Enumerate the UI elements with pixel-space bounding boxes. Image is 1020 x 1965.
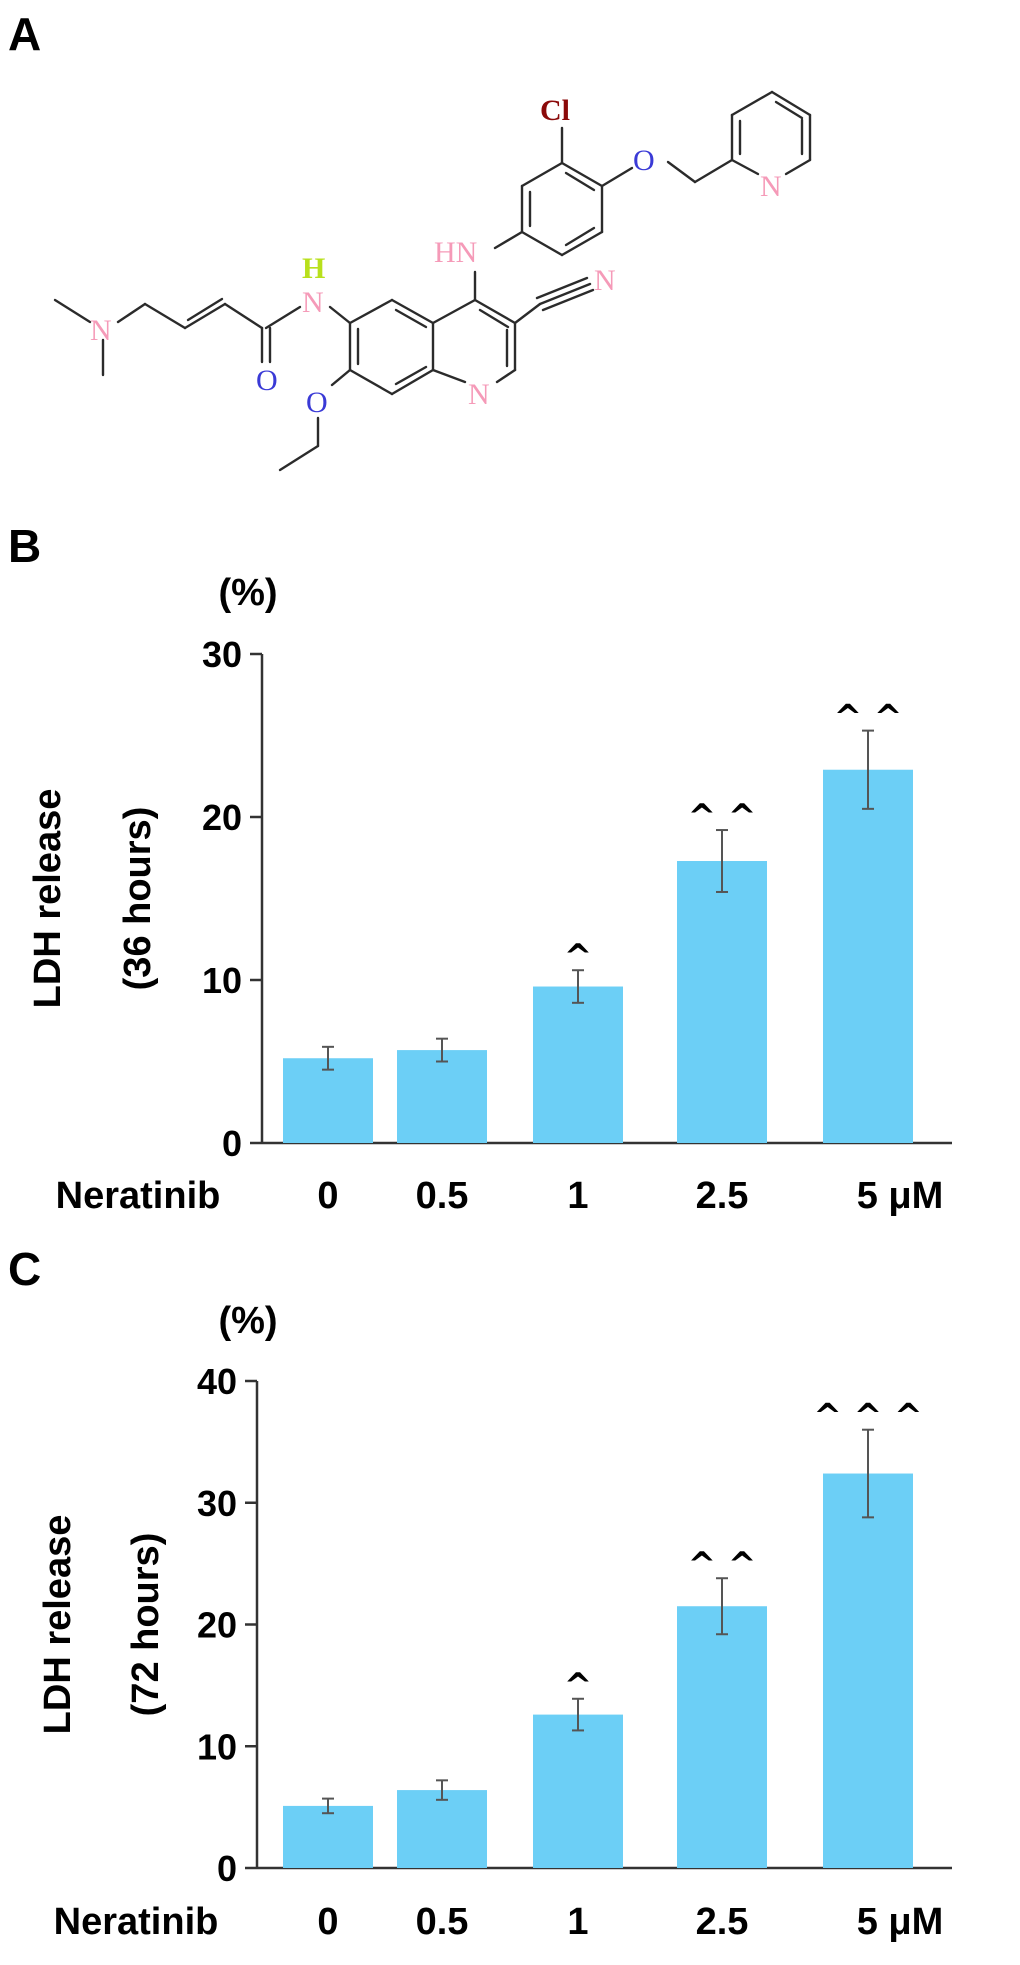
chart-b-ylabel-line1: LDH release — [27, 789, 69, 1009]
chart-b-bar-4 — [823, 769, 913, 1143]
quinoline-nitrogen-atom: N — [468, 378, 490, 411]
panel-b-label: B — [8, 520, 41, 572]
amide-hydrogen-atom: H — [302, 252, 325, 285]
chart-c-category-label-0: 0 — [317, 1901, 338, 1943]
carbonyl-oxygen-atom: O — [256, 364, 278, 397]
chart-c-y-tick-label: 40 — [197, 1361, 237, 1402]
chart-c-xlabel: Neratinib — [54, 1901, 219, 1943]
chart-b-category-label-2: 1 — [567, 1175, 588, 1217]
chart-b-category-label-3: 2.5 — [696, 1175, 749, 1217]
chart-b-bar-3 — [677, 861, 767, 1143]
chart-b-y-tick-label: 10 — [202, 960, 242, 1001]
chart-b-category-label-1: 0.5 — [416, 1175, 469, 1217]
chart-c-category-label-4: 5 μM — [857, 1901, 944, 1943]
pyridine-nitrogen-atom: N — [760, 170, 782, 203]
chart-b-significance-2: ^ — [564, 937, 593, 977]
chart-b-category-label-0: 0 — [317, 1175, 338, 1217]
amide-nitrogen-atom: N — [302, 286, 324, 319]
ether-oxygen-atom: O — [633, 144, 655, 177]
chart-c-ylabel-line1: LDH release — [37, 1515, 79, 1735]
chart-b-xlabel: Neratinib — [56, 1175, 221, 1217]
chart-c-bar-3 — [677, 1606, 767, 1868]
chart-c-bar-0 — [283, 1805, 373, 1868]
nitrile-nitrogen-atom: N — [594, 264, 616, 297]
chart-b-y-tick-label: 30 — [202, 634, 242, 675]
chart-b-y-tick-label: 0 — [222, 1123, 242, 1164]
chart-b-bar-2 — [533, 986, 623, 1143]
chlorine-atom: Cl — [540, 94, 570, 127]
chart-c-y-tick-label: 30 — [197, 1483, 237, 1524]
chart-c-category-label-1: 0.5 — [416, 1901, 469, 1943]
chart-c-significance-2: ^ — [564, 1666, 593, 1706]
chart-b-significance-4: ^ ^ — [834, 698, 903, 738]
chart-c-bar-2 — [533, 1714, 623, 1868]
panel-c-label: C — [8, 1243, 41, 1295]
dimethylamino-nitrogen-atom: N — [90, 314, 112, 347]
chart-c-ylabel-line2: (72 hours) — [125, 1533, 167, 1717]
chart-c-category-label-2: 1 — [567, 1901, 588, 1943]
ethoxy-oxygen-atom: O — [306, 386, 328, 419]
chart-c-y-tick-label: 20 — [197, 1605, 237, 1646]
chart-c-bar-4 — [823, 1473, 913, 1868]
chart-c-y-tick-label: 10 — [197, 1726, 237, 1767]
chart-c-y-tick-label: 0 — [217, 1848, 237, 1889]
anilino-hn-atom: HN — [434, 236, 477, 269]
chart-b-category-label-4: 5 μM — [857, 1175, 944, 1217]
chart-b-significance-3: ^ ^ — [688, 797, 757, 837]
chart-c-significance-4: ^ ^ ^ — [813, 1397, 922, 1437]
chart-b-y-tick-label: 20 — [202, 797, 242, 838]
panel-a-label: A — [8, 8, 41, 60]
chart-c-bar-1 — [397, 1790, 487, 1868]
neratinib-structure — [53, 90, 812, 472]
chart-b-bar-1 — [397, 1050, 487, 1143]
chart-c-category-label-3: 2.5 — [696, 1901, 749, 1943]
chart-b-ylabel-line2: (36 hours) — [117, 807, 159, 991]
atom-labels: Cl O N HN N H N N O O N — [90, 94, 782, 419]
chart-c-unit-label: (%) — [218, 1300, 277, 1342]
chart-b-bar-0 — [283, 1058, 373, 1143]
chart-b-unit-label: (%) — [218, 572, 277, 614]
chart-c-significance-3: ^ ^ — [688, 1545, 757, 1585]
